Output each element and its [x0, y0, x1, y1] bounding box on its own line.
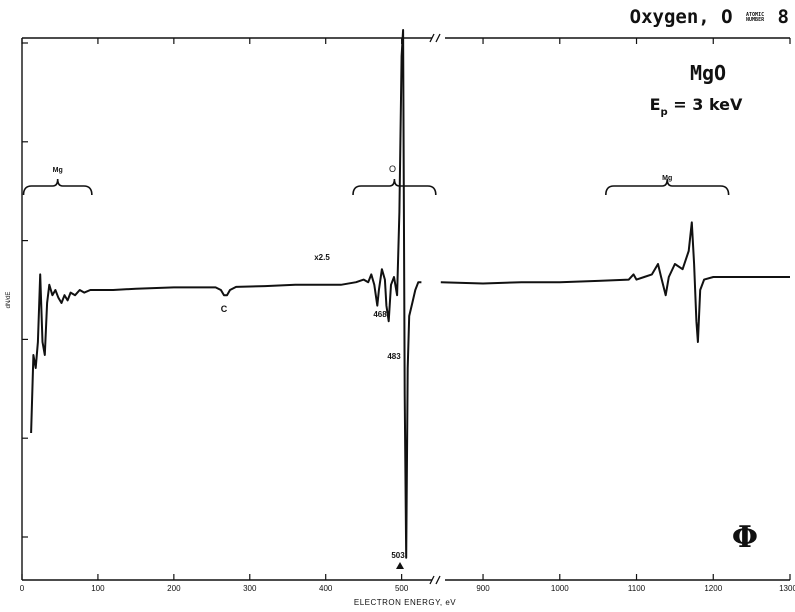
peak-503-label: 503 [391, 551, 405, 560]
spectrum-line-high-energy [440, 221, 790, 343]
x-tick-label: 100 [91, 584, 105, 593]
y-axis-label: dN/dE [6, 292, 12, 309]
x-tick-label: 1000 [551, 584, 569, 593]
x-tick-label: 400 [319, 584, 333, 593]
spectrum-series [30, 29, 790, 559]
axis-break-mark [429, 575, 441, 585]
peak-483-label: 483 [387, 352, 401, 361]
peak-group-brackets [22, 178, 730, 196]
axis-ticks: 0 100 200 300 400 500 900 1000 1100 1200 1300 [20, 38, 795, 593]
atomic-number: 8 [777, 6, 789, 28]
spectrum-line-low-energy [30, 29, 422, 559]
x-tick-label: 1100 [628, 584, 646, 593]
peak-503-marker [396, 562, 404, 569]
atomic-number-label: ATOMIC NUMBER [746, 11, 765, 23]
x-tick-label: 1200 [704, 584, 722, 593]
c-peak-label: C [221, 304, 228, 314]
x-tick-label: 0 [20, 584, 25, 593]
element-header: Oxygen, O ATOMIC NUMBER 8 [630, 6, 789, 28]
plot-frame [21, 33, 790, 585]
x-tick-label: 300 [243, 584, 257, 593]
o-bracket [352, 178, 437, 196]
phi-logo-icon: Φ [732, 520, 758, 555]
x-axis-label: ELECTRON ENERGY, eV [354, 598, 456, 607]
mg-low-label: Mg [53, 167, 63, 174]
x-tick-label: 1300 [779, 584, 795, 593]
axis-break-mark [429, 33, 441, 43]
x-tick-label: 200 [167, 584, 181, 593]
o-label: O [389, 164, 396, 174]
x-tick-label: 900 [476, 584, 490, 593]
chart-subtitle: Ep = 3 keV [650, 95, 743, 118]
element-name: Oxygen, O [629, 6, 733, 28]
chart-title: MgO [690, 61, 726, 85]
mg-low-bracket [22, 178, 93, 196]
mg-high-label: Mg [662, 175, 672, 182]
mg-high-bracket [605, 178, 730, 196]
scale-label: x2.5 [314, 253, 330, 262]
x-tick-label: 500 [395, 584, 409, 593]
peak-468-label: 468 [373, 310, 387, 319]
